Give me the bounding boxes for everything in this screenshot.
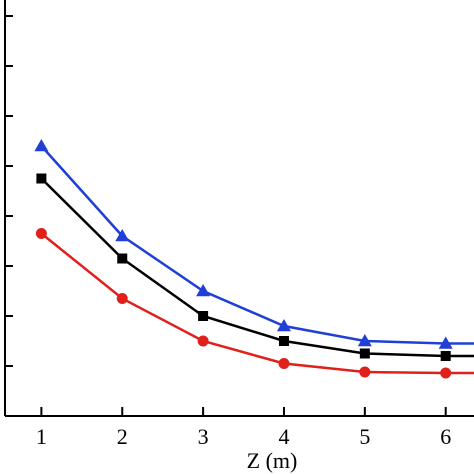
x-ticks: 1 2 3 4 5 6 xyxy=(36,407,451,449)
circle-marker-0 xyxy=(35,228,47,239)
circle-marker-3 xyxy=(278,358,290,369)
circle-marker-5 xyxy=(440,367,452,379)
axes xyxy=(4,0,474,417)
triangle-marker-4 xyxy=(357,334,372,347)
series-circle xyxy=(35,228,474,379)
series-line-triangle xyxy=(40,145,474,345)
triangle-marker-1 xyxy=(115,229,130,242)
triangle-marker-0 xyxy=(34,139,49,152)
series-square xyxy=(36,173,474,361)
series-line-circle xyxy=(40,232,474,375)
x-tick-label-1: 1 xyxy=(36,424,47,449)
square-marker-5 xyxy=(440,351,451,361)
series-line-square xyxy=(40,177,474,358)
square-marker-2 xyxy=(198,311,209,321)
circle-marker-2 xyxy=(197,335,209,347)
series-layer xyxy=(34,139,474,379)
square-marker-1 xyxy=(117,253,128,264)
square-marker-3 xyxy=(278,336,289,346)
x-axis-label: Z (m) xyxy=(247,448,298,473)
square-marker-4 xyxy=(359,348,370,359)
circle-marker-4 xyxy=(359,366,371,378)
x-tick-label-2: 2 xyxy=(117,424,128,449)
triangle-marker-3 xyxy=(276,319,291,332)
circle-marker-1 xyxy=(116,293,128,304)
x-tick-label-3: 3 xyxy=(198,424,209,449)
x-tick-label-6: 6 xyxy=(440,424,451,449)
series-triangle xyxy=(34,139,474,349)
triangle-marker-5 xyxy=(438,336,453,349)
x-tick-label-5: 5 xyxy=(359,424,370,449)
square-marker-0 xyxy=(36,173,47,184)
triangle-marker-2 xyxy=(196,284,211,297)
y-ticks xyxy=(5,15,13,417)
x-tick-label-4: 4 xyxy=(278,424,289,449)
